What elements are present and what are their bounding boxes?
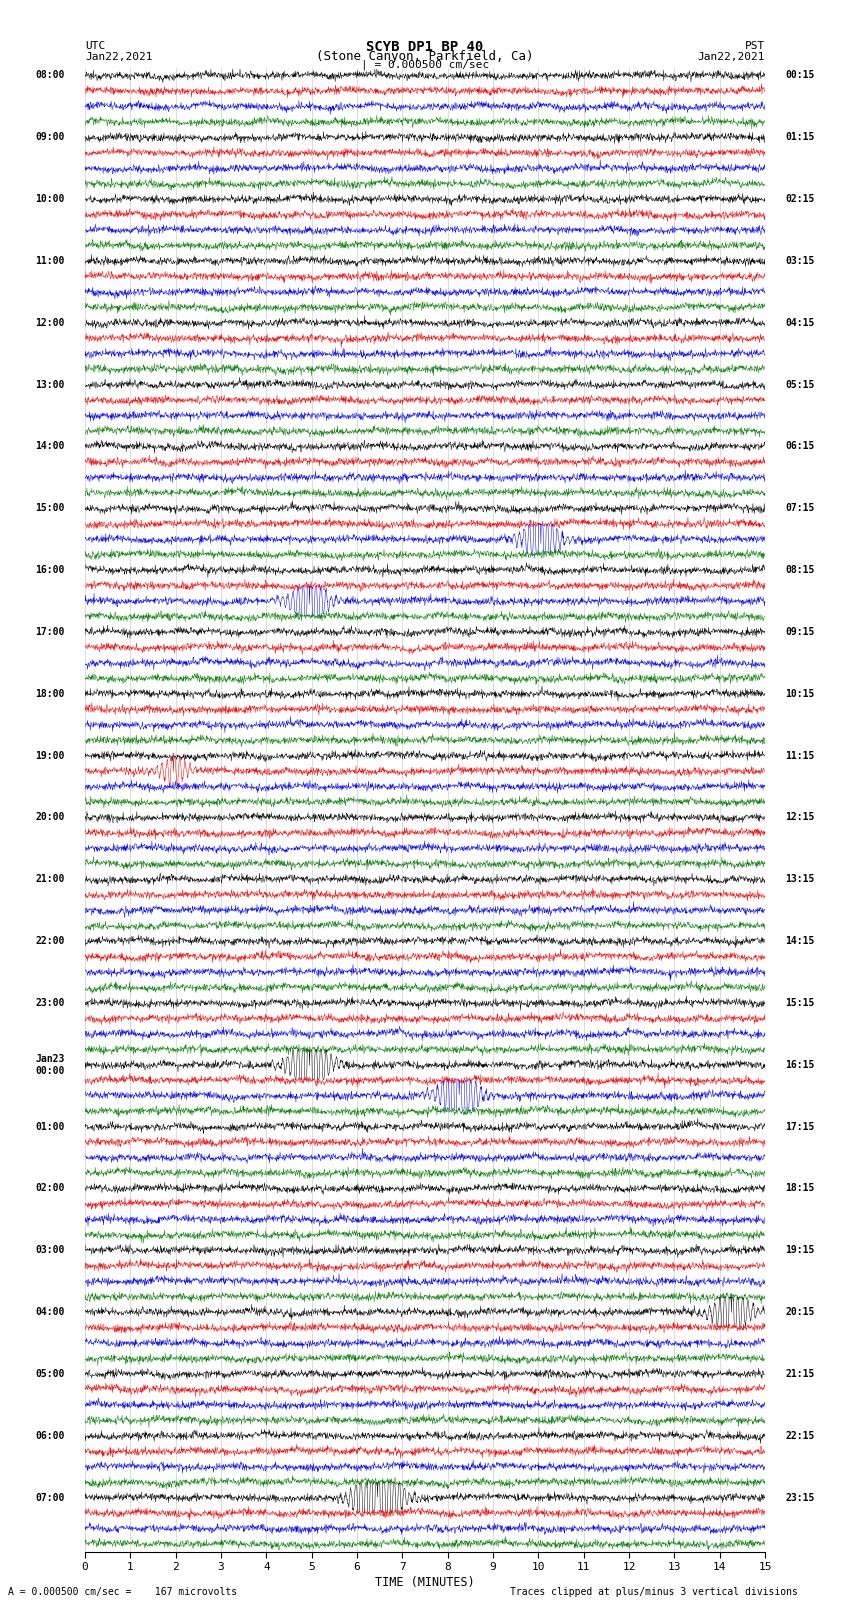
Text: 23:00: 23:00 [35,998,65,1008]
Text: 12:15: 12:15 [785,813,815,823]
Text: 17:00: 17:00 [35,627,65,637]
Text: Jan22,2021: Jan22,2021 [698,52,765,61]
Text: 21:00: 21:00 [35,874,65,884]
Text: 00:15: 00:15 [785,71,815,81]
Text: 19:15: 19:15 [785,1245,815,1255]
Text: 20:15: 20:15 [785,1307,815,1318]
Text: 20:00: 20:00 [35,813,65,823]
Text: 03:00: 03:00 [35,1245,65,1255]
Text: 12:00: 12:00 [35,318,65,327]
Text: (Stone Canyon, Parkfield, Ca): (Stone Canyon, Parkfield, Ca) [316,50,534,63]
Text: 16:15: 16:15 [785,1060,815,1069]
Text: 16:00: 16:00 [35,565,65,576]
Text: 01:15: 01:15 [785,132,815,142]
Text: 23:15: 23:15 [785,1492,815,1503]
Text: 22:15: 22:15 [785,1431,815,1440]
Text: 01:00: 01:00 [35,1121,65,1132]
Text: PST: PST [745,40,765,52]
Text: 15:00: 15:00 [35,503,65,513]
Text: 04:15: 04:15 [785,318,815,327]
Text: 02:00: 02:00 [35,1184,65,1194]
Text: 22:00: 22:00 [35,936,65,947]
Text: Jan22,2021: Jan22,2021 [85,52,152,61]
Text: 18:00: 18:00 [35,689,65,698]
Text: 08:15: 08:15 [785,565,815,576]
Text: 03:15: 03:15 [785,256,815,266]
Text: 14:00: 14:00 [35,442,65,452]
Text: 06:15: 06:15 [785,442,815,452]
Text: 07:15: 07:15 [785,503,815,513]
Text: 10:00: 10:00 [35,194,65,205]
Text: | = 0.000500 cm/sec: | = 0.000500 cm/sec [361,60,489,71]
Text: 18:15: 18:15 [785,1184,815,1194]
Text: UTC: UTC [85,40,105,52]
Text: 21:15: 21:15 [785,1369,815,1379]
Text: 10:15: 10:15 [785,689,815,698]
Text: SCYB DP1 BP 40: SCYB DP1 BP 40 [366,39,484,53]
Text: 05:15: 05:15 [785,379,815,390]
Text: Traces clipped at plus/minus 3 vertical divisions: Traces clipped at plus/minus 3 vertical … [510,1587,798,1597]
Text: 19:00: 19:00 [35,750,65,761]
Text: 14:15: 14:15 [785,936,815,947]
Text: 08:00: 08:00 [35,71,65,81]
Text: 09:15: 09:15 [785,627,815,637]
Text: 02:15: 02:15 [785,194,815,205]
Text: 17:15: 17:15 [785,1121,815,1132]
Text: 13:15: 13:15 [785,874,815,884]
Text: Jan23
00:00: Jan23 00:00 [35,1053,65,1076]
Text: 13:00: 13:00 [35,379,65,390]
Text: 09:00: 09:00 [35,132,65,142]
Text: 11:15: 11:15 [785,750,815,761]
Text: A = 0.000500 cm/sec =    167 microvolts: A = 0.000500 cm/sec = 167 microvolts [8,1587,238,1597]
Text: 15:15: 15:15 [785,998,815,1008]
Text: 06:00: 06:00 [35,1431,65,1440]
Text: 07:00: 07:00 [35,1492,65,1503]
Text: 05:00: 05:00 [35,1369,65,1379]
Text: 04:00: 04:00 [35,1307,65,1318]
X-axis label: TIME (MINUTES): TIME (MINUTES) [375,1576,475,1589]
Text: 11:00: 11:00 [35,256,65,266]
